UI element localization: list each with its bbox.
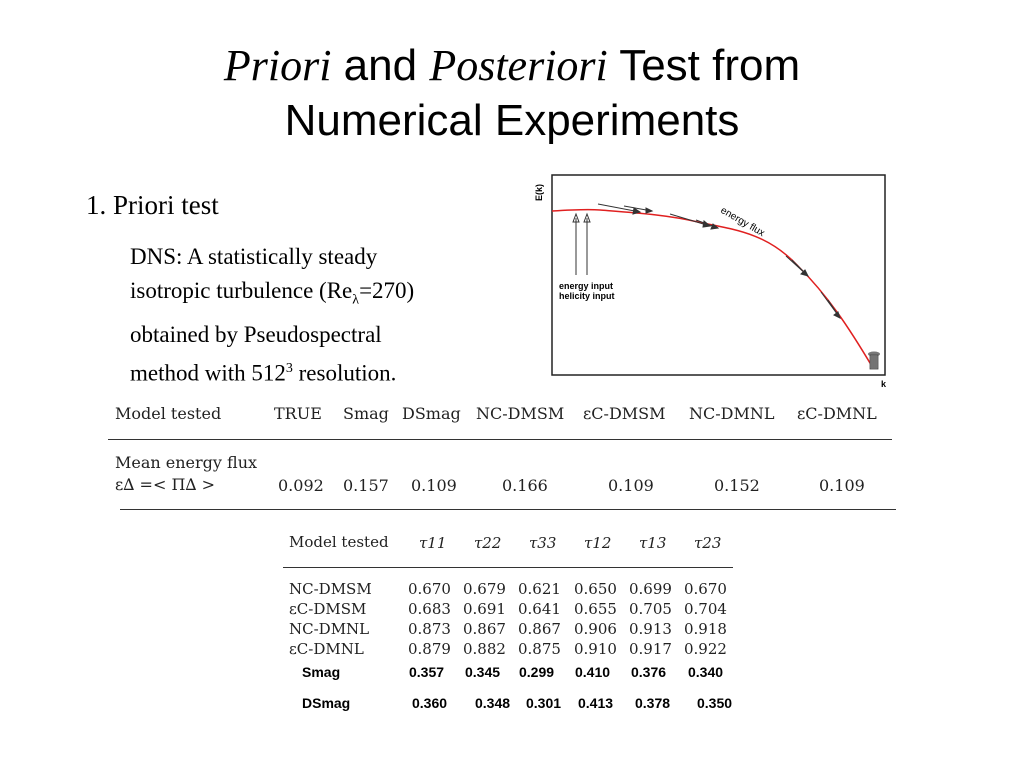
t2-row-label: Smag	[302, 664, 341, 680]
slide-title: Priori and Posteriori Test from Numerica…	[0, 38, 1024, 148]
desc-line-2-b: =270)	[359, 278, 415, 303]
energy-spectrum-plot: E(k) k energy input helicity input energ…	[534, 174, 887, 389]
t1-row-label-2: ε∆ =< Π∆ >	[115, 475, 216, 494]
t2-cell: 0.683	[408, 600, 451, 618]
t2-header-tau33: τ33	[529, 534, 557, 552]
t2-cell: 0.873	[408, 620, 451, 638]
t2-cell: 0.875	[518, 640, 561, 658]
t2-row-label: NC-DMSM	[289, 580, 372, 598]
desc-line-3: obtained by Pseudospectral	[130, 321, 382, 347]
t1-value-nc-dmsm: 0.166	[502, 476, 548, 495]
t2-row-label: DSmag	[302, 695, 351, 711]
title-word-posteriori: Posteriori	[429, 41, 608, 90]
t1-value-true: 0.092	[278, 476, 324, 495]
t2-cell: 0.378	[635, 695, 671, 711]
t2-row-label: εC-DMSM	[289, 600, 367, 618]
t1-header-nc-dmnl: NC-DMNL	[689, 404, 775, 423]
t1-header-ec-dmsm: εC-DMSM	[583, 404, 666, 423]
t1-row-label-1: Mean energy flux	[115, 453, 258, 472]
t2-cell: 0.705	[629, 600, 672, 618]
t2-cell: 0.882	[463, 640, 506, 658]
energy-input-arrowhead	[572, 212, 580, 223]
t2-header-tau22: τ22	[474, 534, 502, 552]
t2-cell: 0.621	[518, 580, 561, 598]
t2-row-label: εC-DMNL	[289, 640, 364, 658]
t2-cell: 0.670	[408, 580, 451, 598]
t1-header-true: TRUE	[274, 404, 322, 423]
t1-header-ec-dmnl: εC-DMNL	[797, 404, 877, 423]
t2-cell: 0.918	[684, 620, 727, 638]
t2-header-tau23: τ23	[694, 534, 722, 552]
t1-value-ec-dmsm: 0.109	[608, 476, 654, 495]
t2-cell: 0.704	[684, 600, 727, 618]
t2-cell: 0.376	[631, 664, 667, 680]
t2-header-tau12: τ12	[584, 534, 612, 552]
helicity-input-arrowhead	[583, 212, 591, 223]
t1-header-rule	[108, 439, 892, 440]
t2-cell: 0.301	[526, 695, 562, 711]
desc-line-2: isotropic turbulence (Reλ=270)	[130, 274, 414, 318]
t2-cell: 0.350	[697, 695, 733, 711]
t2-cell: 0.345	[465, 664, 501, 680]
title-word-priori: Priori	[223, 41, 332, 90]
t2-cell: 0.348	[475, 695, 511, 711]
title-line-2: Numerical Experiments	[284, 96, 740, 145]
t2-row-label: NC-DMNL	[289, 620, 370, 638]
t2-cell: 0.650	[574, 580, 617, 598]
desc-line-4-a: method with 512	[130, 360, 286, 386]
helicity-input-label: helicity input	[559, 291, 615, 301]
title-word-and: and	[331, 41, 430, 90]
flux-arrows	[597, 203, 841, 319]
t1-value-dsmag: 0.109	[411, 476, 457, 495]
t1-header-nc-dmsm: NC-DMSM	[476, 404, 565, 423]
dissipation-drain-icon	[868, 351, 880, 370]
desc-line-4-b: resolution.	[292, 360, 397, 386]
t2-cell: 0.691	[463, 600, 506, 618]
t2-header-tau11: τ11	[419, 534, 447, 552]
t2-header-tau13: τ13	[639, 534, 667, 552]
desc-line-2-a: isotropic turbulence (Re	[130, 278, 353, 303]
t2-cell: 0.679	[463, 580, 506, 598]
desc-cube-sup: 3	[285, 360, 293, 376]
t2-cell: 0.910	[574, 640, 617, 658]
title-word-test-from: Test from	[607, 41, 801, 90]
t2-cell: 0.917	[629, 640, 672, 658]
t1-header-dsmag: DSmag	[402, 404, 461, 423]
t2-cell: 0.413	[578, 695, 614, 711]
t2-cell: 0.867	[518, 620, 561, 638]
t2-cell: 0.357	[409, 664, 445, 680]
plot-frame	[551, 174, 886, 376]
t1-bottom-rule	[120, 509, 896, 510]
t1-header-model-tested: Model tested	[115, 404, 222, 423]
t2-cell: 0.699	[629, 580, 672, 598]
t2-cell: 0.906	[574, 620, 617, 638]
plot-y-label: E(k)	[534, 184, 544, 201]
desc-lambda-sub: λ	[352, 292, 360, 308]
t1-header-smag: Smag	[343, 404, 389, 423]
desc-line-1: DNS: A statistically steady	[130, 244, 378, 269]
t2-cell: 0.670	[684, 580, 727, 598]
desc-line-4: method with 5123 resolution.	[130, 352, 414, 391]
plot-x-label: k	[881, 379, 887, 389]
t2-header-rule	[283, 567, 733, 568]
t2-cell: 0.922	[684, 640, 727, 658]
energy-input-label: energy input	[559, 281, 613, 291]
t2-header-model-tested: Model tested	[289, 533, 389, 551]
t1-value-smag: 0.157	[343, 476, 389, 495]
t2-cell: 0.879	[408, 640, 451, 658]
t2-cell: 0.340	[688, 664, 724, 680]
t2-cell: 0.410	[575, 664, 611, 680]
title-line-1: Priori and Posteriori Test from	[0, 38, 1024, 93]
t2-cell: 0.867	[463, 620, 506, 638]
t2-cell: 0.360	[412, 695, 448, 711]
t1-value-ec-dmnl: 0.109	[819, 476, 865, 495]
description-text: DNS: A statistically steady isotropic tu…	[130, 240, 414, 390]
t2-cell: 0.299	[519, 664, 555, 680]
t2-cell: 0.655	[574, 600, 617, 618]
bullet-priori-test: 1. Priori test	[86, 190, 219, 220]
t1-value-nc-dmnl: 0.152	[714, 476, 760, 495]
t2-cell: 0.641	[518, 600, 561, 618]
t2-cell: 0.913	[629, 620, 672, 638]
